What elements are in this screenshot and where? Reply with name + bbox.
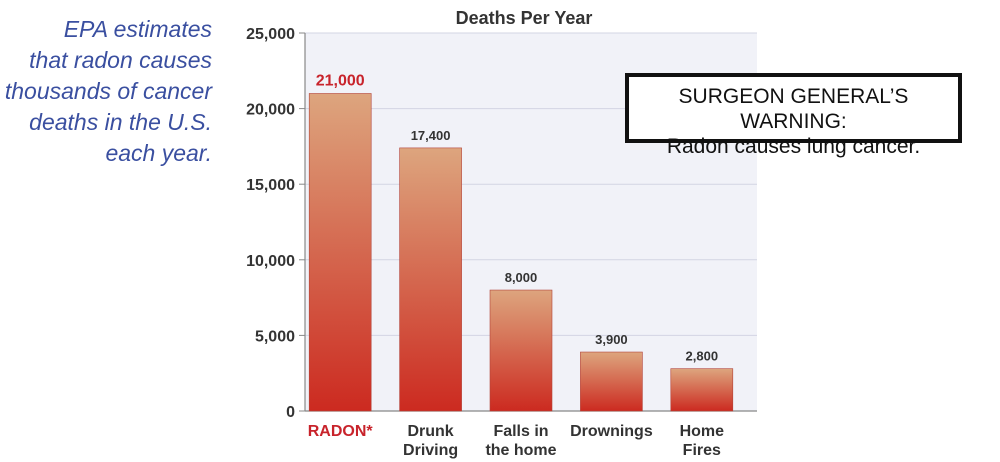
- data-label: 3,900: [595, 332, 628, 347]
- x-tick-label: Drownings: [570, 423, 653, 440]
- data-label: 17,400: [411, 128, 451, 143]
- surgeon-general-warning-box: SURGEON GENERAL’S WARNING: Radon causes …: [625, 73, 962, 158]
- intro-line: each year.: [105, 140, 212, 166]
- intro-line: deaths in the U.S.: [29, 109, 212, 135]
- x-tick-label: Home: [680, 423, 725, 440]
- chart-title: Deaths Per Year: [456, 8, 593, 28]
- y-tick-label: 25,000: [246, 26, 295, 43]
- bar: [308, 93, 372, 412]
- bar: [580, 351, 643, 412]
- y-tick-label: 20,000: [246, 102, 295, 119]
- warning-message: Radon causes lung cancer.: [666, 135, 921, 158]
- data-label: 2,800: [686, 349, 719, 364]
- y-tick-label: 10,000: [246, 253, 295, 270]
- intro-line: EPA estimates: [63, 16, 212, 42]
- y-tick-label: 15,000: [246, 177, 295, 194]
- bar: [489, 289, 553, 412]
- x-tick-label: Drunk: [407, 423, 453, 440]
- intro-line: thousands of cancer: [4, 78, 212, 104]
- x-tick-label: RADON*: [308, 423, 374, 440]
- x-tick-label: Falls in: [493, 423, 548, 440]
- x-tick-label: Fires: [683, 442, 721, 459]
- data-label: 21,000: [316, 72, 365, 89]
- y-tick-label: 5,000: [255, 328, 295, 345]
- y-tick-label: 0: [286, 404, 295, 421]
- intro-text: EPA estimates that radon causes thousand…: [0, 14, 212, 169]
- x-tick-label: the home: [485, 442, 556, 459]
- data-label: 8,000: [505, 270, 538, 285]
- bar: [399, 147, 462, 412]
- warning-heading: SURGEON GENERAL’S WARNING:: [678, 85, 909, 133]
- bar: [670, 368, 734, 412]
- intro-line: that radon causes: [29, 47, 212, 73]
- x-tick-label: Driving: [403, 442, 458, 459]
